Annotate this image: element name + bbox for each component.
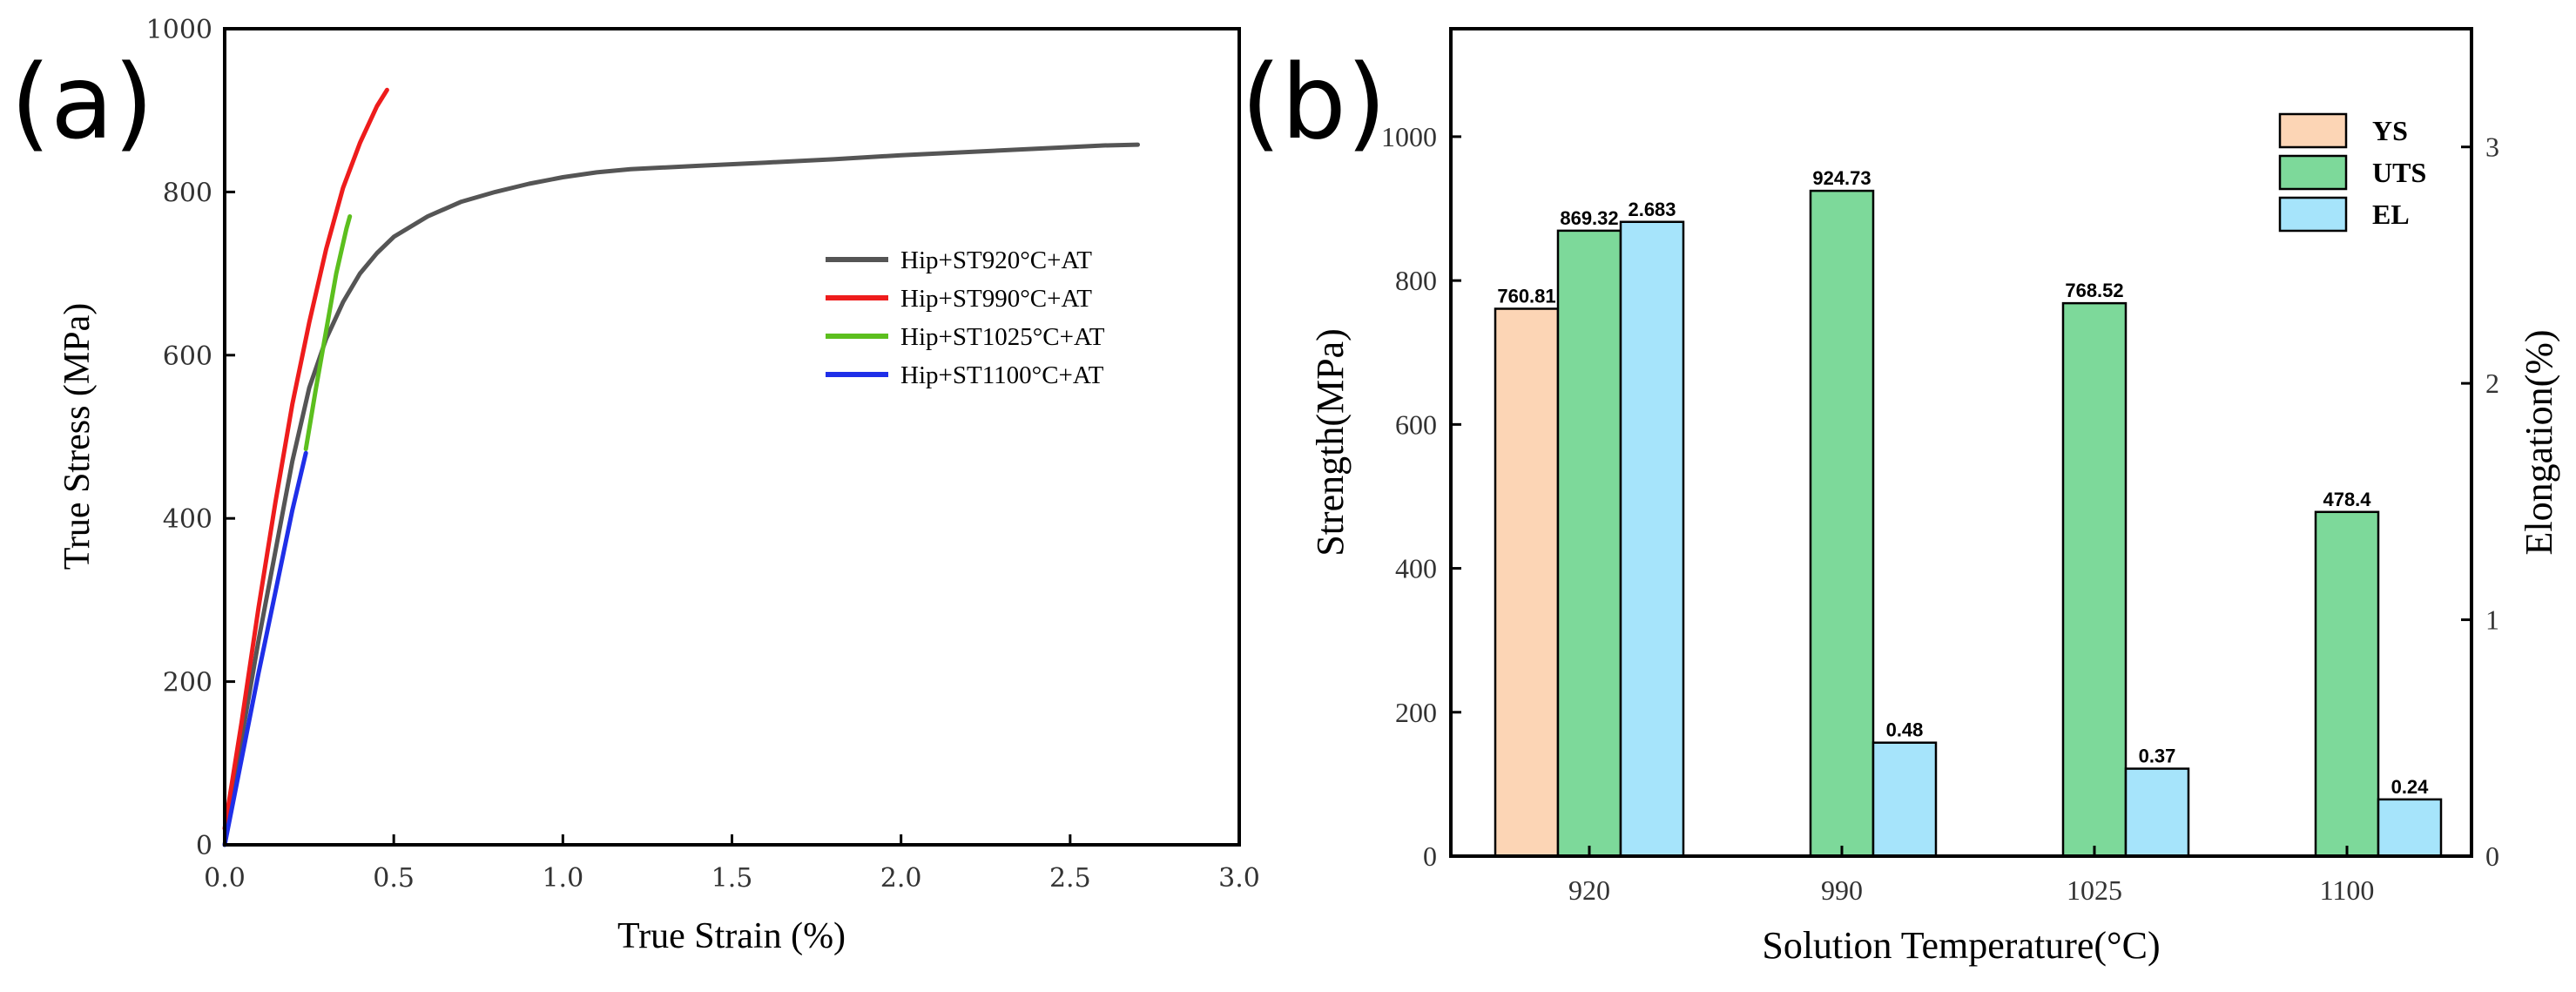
strength-elongation-y-tick-label: 200 <box>1395 697 1437 728</box>
stress-strain-legend-label-0: Hip+ST920°C+AT <box>900 246 1092 274</box>
stress-strain-x-tick-label: 1.5 <box>711 863 753 894</box>
strength-elongation-legend-label-1: UTS <box>2372 157 2426 188</box>
stress-strain-x-tick-label: 1.0 <box>542 863 583 894</box>
strength-elongation-x-tick-label: 1100 <box>2320 874 2375 906</box>
bar-data-label: 0.37 <box>2139 746 2176 767</box>
panel-a-label: (a) <box>10 42 153 162</box>
strength-elongation-y-tick-label: 800 <box>1395 265 1437 296</box>
strength-elongation-x-tick-label: 990 <box>1821 874 1863 906</box>
strength-elongation-legend-swatch-2 <box>2278 196 2348 233</box>
stress-strain-x-tick-label: 0.0 <box>204 863 246 894</box>
stress-strain-series-line-1 <box>222 87 389 831</box>
stress-strain-y-tick-label: 200 <box>163 668 212 698</box>
strength-elongation-chart: 760.81 869.32 2.683 924.73 0.48 768.52 0.37 478… <box>1309 27 2560 967</box>
strength-elongation-legend-swatch-0 <box>2278 112 2348 149</box>
stress-strain-plot-frame <box>223 27 1241 847</box>
strength-elongation-y-tick-label: 1000 <box>1381 121 1437 152</box>
bar-uts-1100 <box>2314 510 2380 858</box>
stress-strain-y-tick-label: 600 <box>163 341 212 372</box>
strength-elongation-x-tick-label: 1025 <box>2067 874 2122 906</box>
bar-data-label: 0.48 <box>1886 719 1924 741</box>
stress-strain-x-ticks: 0.0 0.5 1.0 1.5 2.0 2.5 3.0 <box>204 834 1260 894</box>
strength-elongation-legend: YS UTS EL <box>2278 112 2426 233</box>
stress-strain-y-tick-label: 0 <box>196 831 212 861</box>
stress-strain-legend-label-2: Hip+ST1025°C+AT <box>900 323 1105 351</box>
stress-strain-x-axis-title: True Strain (%) <box>617 916 846 956</box>
stress-strain-legend-label-1: Hip+ST990°C+AT <box>900 285 1092 313</box>
strength-elongation-y2-ticks: 0 1 2 3 <box>2461 132 2499 872</box>
stress-strain-chart: 0.0 0.5 1.0 1.5 2.0 2.5 3.0 02004006008001000 … <box>57 15 1260 956</box>
strength-elongation-y-axis-title: Strength(MPa) <box>1309 328 1352 557</box>
strength-elongation-y2-tick-label: 3 <box>2485 132 2499 163</box>
strength-elongation-x-axis-title: Solution Temperature(°C) <box>1762 924 2160 967</box>
bar-uts-1025 <box>2061 301 2128 858</box>
bar-data-label: 760.81 <box>1497 286 1555 307</box>
stress-strain-y-ticks: 0 200 400 600 800 1000 <box>146 15 235 861</box>
strength-elongation-plot-frame <box>1449 27 2473 858</box>
strength-elongation-y2-tick-label: 1 <box>2485 604 2499 636</box>
strength-elongation-legend-swatch-1 <box>2278 154 2348 191</box>
stress-strain-x-tick-label: 2.5 <box>1049 863 1091 894</box>
stress-strain-x-tick-label: 2.0 <box>880 863 922 894</box>
strength-elongation-legend-label-0: YS <box>2372 115 2408 146</box>
stress-strain-y-tick-label: 400 <box>163 504 212 535</box>
panel-b-label: (b) <box>1241 42 1386 162</box>
stress-strain-legend: Hip+ST920°C+AT Hip+ST990°C+AT Hip+ST1025°C… <box>826 246 1105 389</box>
bar-data-label: 0.24 <box>2391 776 2430 798</box>
bar-data-label: 924.73 <box>1812 167 1871 189</box>
stress-strain-y-tick-label: 1000 <box>146 15 212 45</box>
stress-strain-plot-area <box>222 87 1140 847</box>
bar-data-label: 2.683 <box>1628 199 1676 220</box>
bar-uts-990 <box>1809 189 1875 858</box>
strength-elongation-y-ticks: 0 200 400 600 800 1000 <box>1381 121 1461 872</box>
strength-elongation-x-tick-label: 920 <box>1568 874 1610 906</box>
bar-el-920 <box>1619 220 1685 858</box>
bar-el-1025 <box>2124 767 2190 858</box>
bar-data-label: 768.52 <box>2065 280 2123 301</box>
bar-data-label: 478.4 <box>2323 489 2371 510</box>
stress-strain-series-line-0 <box>222 142 1140 847</box>
stress-strain-x-tick-label: 3.0 <box>1218 863 1260 894</box>
strength-elongation-y-tick-label: 400 <box>1395 553 1437 584</box>
stress-strain-x-tick-label: 0.5 <box>373 863 415 894</box>
stress-strain-legend-label-3: Hip+ST1100°C+AT <box>900 361 1104 389</box>
stress-strain-y-tick-label: 800 <box>163 178 212 208</box>
bar-el-990 <box>1871 741 1938 858</box>
bar-el-1100 <box>2377 798 2443 858</box>
stress-strain-series-line-3 <box>222 450 308 847</box>
strength-elongation-y2-tick-label: 2 <box>2485 368 2499 399</box>
stress-strain-y-axis-title: True Stress (MPa) <box>57 303 98 570</box>
bar-data-label: 869.32 <box>1560 207 1618 229</box>
strength-elongation-y2-axis-title: Elongation(%) <box>2518 329 2560 555</box>
bar-ys-920 <box>1494 307 1560 858</box>
strength-elongation-legend-label-2: EL <box>2372 199 2410 230</box>
stress-strain-series-line-2 <box>303 214 353 452</box>
strength-elongation-x-ticks: 920 990 1025 1100 <box>1568 846 2374 906</box>
bar-uts-920 <box>1556 229 1622 858</box>
strength-elongation-y-tick-label: 0 <box>1423 840 1437 872</box>
strength-elongation-y2-tick-label: 0 <box>2485 840 2499 872</box>
strength-elongation-y-tick-label: 600 <box>1395 408 1437 440</box>
strength-elongation-bars: 760.81 869.32 2.683 924.73 0.48 768.52 0.37 478… <box>1494 167 2443 858</box>
